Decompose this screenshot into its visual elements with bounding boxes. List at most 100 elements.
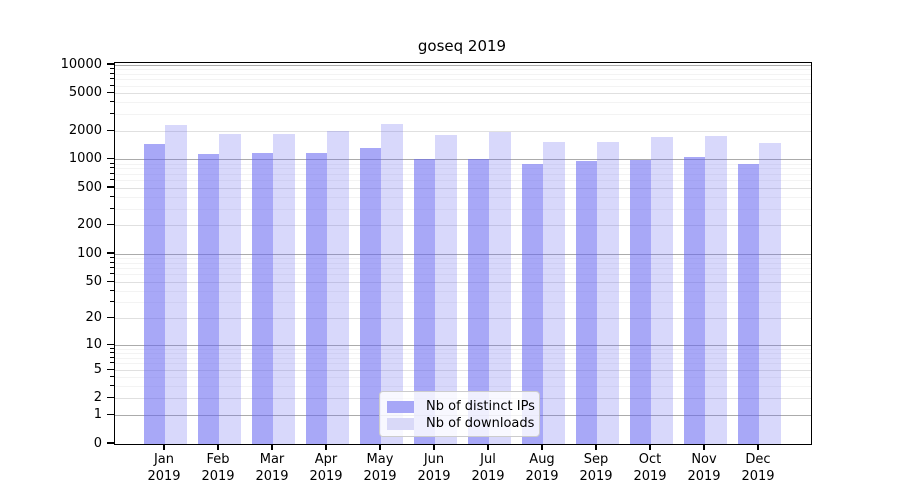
x-tick-label: Jun 2019 [417,452,451,484]
decade-gridline [115,159,811,161]
bar-distinct-ips [413,158,435,444]
bar-downloads [435,135,457,444]
x-tick-label: May 2019 [363,452,397,484]
minor-gridline [115,208,811,210]
minor-gridline [115,363,811,365]
y-minor-tick-mark [110,113,114,115]
bar-downloads [273,133,295,444]
y-tick-mark [107,343,114,346]
legend-item: Nb of distinct IPs [387,398,535,415]
gridline [115,130,811,132]
minor-gridline [115,257,811,259]
y-tick-label: 2 [93,390,102,406]
x-tick-mark [595,445,597,450]
legend-label: Nb of distinct IPs [426,399,535,414]
decade-gridline [115,344,811,346]
y-tick-mark [107,129,114,131]
bar-distinct-ips [737,164,759,444]
bar-downloads [381,124,403,444]
minor-gridline [115,302,811,304]
y-tick-label: 50 [85,273,102,289]
y-minor-tick-mark [110,267,114,269]
gridline [115,187,811,189]
y-tick-label: 10 [85,336,102,352]
bar-distinct-ips [683,157,705,444]
minor-gridline [115,268,811,270]
x-tick-label: Jul 2019 [471,452,505,484]
minor-gridline [115,168,811,170]
gridline [115,93,811,95]
x-tick-mark [271,445,273,450]
x-tick-mark [757,445,759,450]
y-tick-label: 0 [93,435,102,451]
minor-gridline [115,73,811,75]
gridline [115,369,811,371]
x-tick-mark [703,445,705,450]
minor-gridline [115,262,811,264]
x-tick-label: Oct 2019 [633,452,667,484]
decade-gridline [115,64,811,66]
x-tick-mark [433,445,435,450]
y-minor-tick-mark [110,72,114,74]
x-tick-mark [649,445,651,450]
y-tick-label: 10000 [60,56,102,72]
y-tick-mark [107,397,114,399]
legend-item: Nb of downloads [387,415,535,432]
y-tick-label: 200 [77,217,102,233]
x-tick-mark [487,445,489,450]
y-tick-mark [107,368,114,370]
y-tick-mark [107,280,114,282]
legend: Nb of distinct IPs Nb of downloads [379,391,540,437]
minor-gridline [115,79,811,81]
chart-title: goseq 2019 [417,37,507,55]
y-minor-tick-mark [110,347,114,349]
gridline [115,281,811,283]
y-minor-tick-mark [110,101,114,103]
bar-downloads [651,137,673,444]
y-tick-mark [107,442,114,444]
x-tick-mark [541,445,543,450]
minor-gridline [115,196,811,198]
y-minor-tick-mark [110,273,114,275]
y-minor-tick-mark [110,385,114,387]
minor-gridline [115,353,811,355]
y-minor-tick-mark [110,179,114,181]
minor-gridline [115,68,811,70]
y-tick-mark [107,252,114,254]
bar-downloads [543,142,565,444]
y-minor-tick-mark [110,376,114,378]
bar-distinct-ips [359,147,381,444]
minor-gridline [115,290,811,292]
y-minor-tick-mark [110,356,114,358]
bar-downloads [705,135,727,444]
y-tick-mark [107,317,114,319]
x-tick-label: Nov 2019 [687,452,721,484]
minor-gridline [115,102,811,104]
y-tick-label: 2000 [68,122,102,138]
y-tick-mark [107,186,114,188]
bar-distinct-ips [251,153,273,444]
y-minor-tick-mark [110,195,114,197]
y-tick-mark [107,413,114,416]
bar-distinct-ips [575,160,597,444]
bar-distinct-ips [143,144,165,444]
minor-gridline [115,274,811,276]
y-minor-tick-mark [110,256,114,258]
bar-distinct-ips [197,153,219,444]
y-minor-tick-mark [110,261,114,263]
x-tick-label: Dec 2019 [741,452,775,484]
x-tick-label: Apr 2019 [309,452,343,484]
y-tick-label: 1000 [68,151,102,167]
y-minor-tick-mark [110,352,114,354]
legend-label: Nb of downloads [426,416,535,431]
x-tick-label: Feb 2019 [201,452,235,484]
bar-distinct-ips [467,158,489,444]
y-minor-tick-mark [110,162,114,164]
y-tick-label: 5 [93,361,102,377]
y-tick-label: 20 [85,310,102,326]
y-minor-tick-mark [110,67,114,69]
x-tick-mark [217,445,219,450]
bar-distinct-ips [305,152,327,444]
x-tick-mark [325,445,327,450]
